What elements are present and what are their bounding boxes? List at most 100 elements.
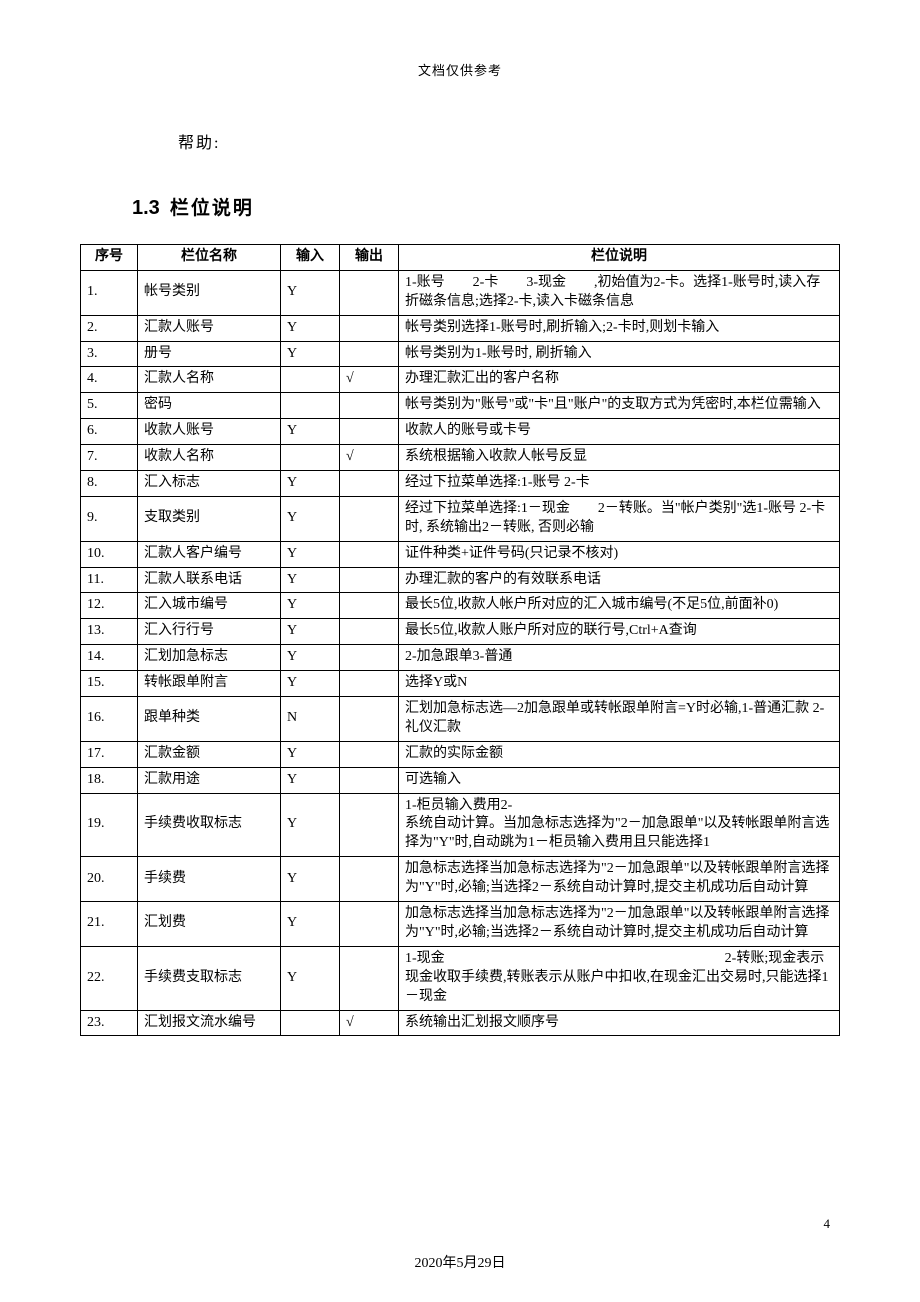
section-heading: 1.3 栏位说明 (132, 193, 840, 220)
table-row: 15.转帐跟单附言Y 选择Y或N (81, 671, 840, 697)
cell-desc: 加急标志选择当加急标志选择为"2－加急跟单"以及转帐跟单附言选择为"Y"时,必输… (399, 857, 840, 902)
cell-name: 汇款用途 (138, 767, 281, 793)
cell-desc: 选择Y或N (399, 671, 840, 697)
cell-output (340, 793, 399, 857)
cell-desc: 证件种类+证件号码(只记录不核对) (399, 541, 840, 567)
table-row: 12.汇入城市编号Y最长5位,收款人帐户所对应的汇入城市编号(不足5位,前面补0… (81, 593, 840, 619)
cell-name: 汇入城市编号 (138, 593, 281, 619)
cell-index: 21. (81, 902, 138, 947)
cell-index: 20. (81, 857, 138, 902)
table-row: 9.支取类别Y经过下拉菜单选择:1－现金 2－转账。当"帐户类别"选1-账号 2… (81, 496, 840, 541)
help-label: 帮助: (178, 129, 840, 153)
table-row: 22.手续费支取标志Y1-现金 2-转账;现金表示现金收取手续费,转账表示从账户… (81, 946, 840, 1010)
table-row: 6.收款人账号Y收款人的账号或卡号 (81, 419, 840, 445)
header-note: 文档仅供参考 (80, 60, 840, 79)
cell-input: Y (281, 671, 340, 697)
cell-index: 7. (81, 445, 138, 471)
cell-input (281, 445, 340, 471)
cell-name: 收款人名称 (138, 445, 281, 471)
cell-desc: 帐号类别为"账号"或"卡"且"账户"的支取方式为凭密时,本栏位需输入 (399, 393, 840, 419)
cell-index: 5. (81, 393, 138, 419)
table-row: 21.汇划费Y加急标志选择当加急标志选择为"2－加急跟单"以及转帐跟单附言选择为… (81, 902, 840, 947)
cell-index: 13. (81, 619, 138, 645)
cell-name: 汇款金额 (138, 741, 281, 767)
cell-output (340, 567, 399, 593)
cell-output (340, 767, 399, 793)
cell-input: Y (281, 471, 340, 497)
document-page: 文档仅供参考 帮助: 1.3 栏位说明 序号 栏位名称 输入 输出 栏位说明 1… (0, 0, 920, 1302)
cell-index: 17. (81, 741, 138, 767)
table-row: 5.密码帐号类别为"账号"或"卡"且"账户"的支取方式为凭密时,本栏位需输入 (81, 393, 840, 419)
cell-desc: 可选输入 (399, 767, 840, 793)
cell-index: 23. (81, 1010, 138, 1036)
cell-name: 汇款人名称 (138, 367, 281, 393)
col-header-input: 输入 (281, 245, 340, 271)
cell-desc: 经过下拉菜单选择:1－现金 2－转账。当"帐户类别"选1-账号 2-卡时, 系统… (399, 496, 840, 541)
cell-input: Y (281, 645, 340, 671)
table-row: 11.汇款人联系电话Y办理汇款的客户的有效联系电话 (81, 567, 840, 593)
cell-input (281, 393, 340, 419)
cell-name: 册号 (138, 341, 281, 367)
cell-output: √ (340, 445, 399, 471)
cell-name: 转帐跟单附言 (138, 671, 281, 697)
cell-input: Y (281, 567, 340, 593)
cell-name: 汇款人账号 (138, 315, 281, 341)
cell-index: 6. (81, 419, 138, 445)
cell-name: 汇划报文流水编号 (138, 1010, 281, 1036)
cell-output (340, 315, 399, 341)
cell-name: 手续费支取标志 (138, 946, 281, 1010)
cell-index: 10. (81, 541, 138, 567)
section-number: 1.3 (132, 197, 160, 219)
cell-index: 15. (81, 671, 138, 697)
cell-input: Y (281, 793, 340, 857)
table-row: 8.汇入标志Y经过下拉菜单选择:1-账号 2-卡 (81, 471, 840, 497)
cell-input: Y (281, 541, 340, 567)
cell-input: Y (281, 419, 340, 445)
cell-output (340, 645, 399, 671)
cell-name: 汇款人联系电话 (138, 567, 281, 593)
cell-index: 4. (81, 367, 138, 393)
section-title-text: 栏位说明 (170, 198, 254, 219)
cell-input: N (281, 697, 340, 742)
cell-name: 帐号类别 (138, 270, 281, 315)
cell-output (340, 946, 399, 1010)
cell-output (340, 541, 399, 567)
cell-index: 1. (81, 270, 138, 315)
cell-output (340, 697, 399, 742)
cell-output (340, 393, 399, 419)
table-row: 2.汇款人账号Y帐号类别选择1-账号时,刷折输入;2-卡时,则划卡输入 (81, 315, 840, 341)
cell-desc: 汇划加急标志选—2加急跟单或转帐跟单附言=Y时必输,1-普通汇款 2-礼仪汇款 (399, 697, 840, 742)
cell-input: Y (281, 341, 340, 367)
cell-output (340, 471, 399, 497)
cell-input: Y (281, 767, 340, 793)
col-header-desc: 栏位说明 (399, 245, 840, 271)
table-body: 1.帐号类别Y1-账号 2-卡 3-现金 ,初始值为2-卡。选择1-账号时,读入… (81, 270, 840, 1036)
cell-input: Y (281, 496, 340, 541)
cell-index: 11. (81, 567, 138, 593)
cell-desc: 汇款的实际金额 (399, 741, 840, 767)
cell-input: Y (281, 619, 340, 645)
cell-desc: 加急标志选择当加急标志选择为"2－加急跟单"以及转帐跟单附言选择为"Y"时,必输… (399, 902, 840, 947)
cell-output (340, 671, 399, 697)
cell-desc: 1-柜员输入费用2-系统自动计算。当加急标志选择为"2－加急跟单"以及转帐跟单附… (399, 793, 840, 857)
cell-desc: 2-加急跟单3-普通 (399, 645, 840, 671)
cell-desc: 办理汇款汇出的客户名称 (399, 367, 840, 393)
cell-name: 收款人账号 (138, 419, 281, 445)
cell-output (340, 496, 399, 541)
cell-name: 手续费收取标志 (138, 793, 281, 857)
cell-desc: 1-现金 2-转账;现金表示现金收取手续费,转账表示从账户中扣收,在现金汇出交易… (399, 946, 840, 1010)
cell-input: Y (281, 946, 340, 1010)
col-header-name: 栏位名称 (138, 245, 281, 271)
cell-input: Y (281, 593, 340, 619)
cell-output (340, 741, 399, 767)
cell-desc: 系统根据输入收款人帐号反显 (399, 445, 840, 471)
table-row: 20.手续费Y加急标志选择当加急标志选择为"2－加急跟单"以及转帐跟单附言选择为… (81, 857, 840, 902)
cell-desc: 1-账号 2-卡 3-现金 ,初始值为2-卡。选择1-账号时,读入存折磁条信息;… (399, 270, 840, 315)
cell-desc: 最长5位,收款人账户所对应的联行号,Ctrl+A查询 (399, 619, 840, 645)
cell-name: 汇划加急标志 (138, 645, 281, 671)
cell-output: √ (340, 1010, 399, 1036)
cell-input: Y (281, 741, 340, 767)
table-row: 19.手续费收取标志Y1-柜员输入费用2-系统自动计算。当加急标志选择为"2－加… (81, 793, 840, 857)
cell-index: 9. (81, 496, 138, 541)
table-row: 13.汇入行行号Y最长5位,收款人账户所对应的联行号,Ctrl+A查询 (81, 619, 840, 645)
